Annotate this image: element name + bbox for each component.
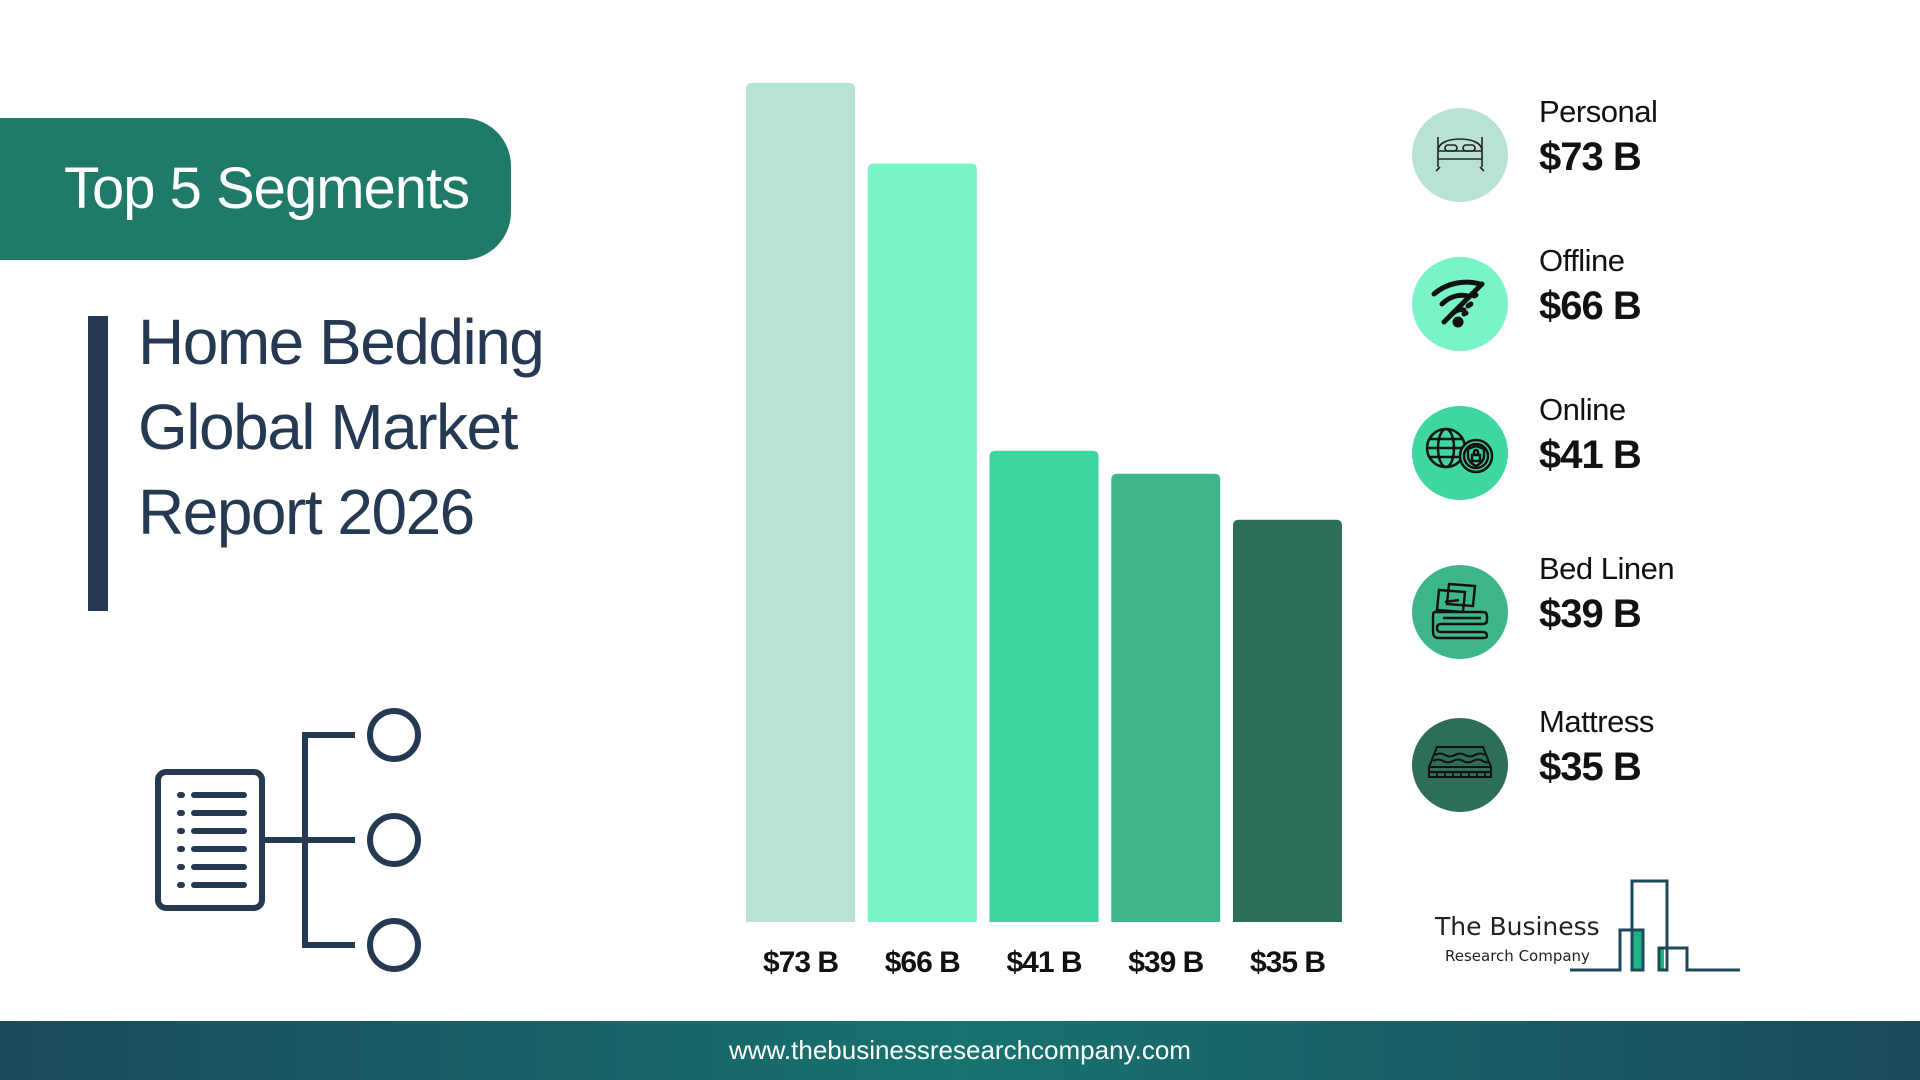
bar-chart: $73 B $66 B $41 B $39 B $35 B [746,83,1342,979]
legend-name: Mattress [1539,704,1654,739]
title-line: Global Market [138,391,518,463]
logo-line1: The Business [1434,912,1600,941]
legend-name: Online [1539,392,1626,427]
title-accent-bar [88,316,108,611]
globe-shield-icon [1424,426,1496,481]
bar-value-label: $39 B [1128,946,1203,979]
pillows-linen-icon [1431,580,1489,645]
legend-value: $39 B [1539,592,1642,636]
logo-line2: Research Company [1445,947,1590,965]
footer-url[interactable]: www.thebusinessresearchcompany.com [0,1021,1920,1080]
list-hierarchy-icon [155,708,421,972]
bed-icon [1433,133,1487,178]
legend-icon-circle [1412,718,1508,812]
legend-icon-circle [1412,406,1508,500]
legend-name: Bed Linen [1539,551,1675,586]
legend-value: $35 B [1539,745,1642,789]
legend-icon-circle [1412,257,1508,351]
title-line: Home Bedding [138,306,545,378]
bar-mattress [1233,519,1342,922]
mattress-icon [1427,745,1493,786]
legend-icon-circle [1412,108,1508,202]
bar-value-label: $41 B [1006,946,1081,979]
report-title: Home Bedding Global Market Report 2026 [138,300,545,555]
legend-name: Offline [1539,243,1625,278]
bar-bed-linen [1111,473,1221,922]
bar-offline [867,163,977,923]
legend-name: Personal [1539,94,1658,129]
legend-value: $41 B [1539,433,1642,477]
segments-header: Top 5 Segments [0,118,511,260]
bar-online [989,450,1099,922]
bar-value-label: $73 B [763,946,838,979]
legend-icon-circle [1412,565,1508,659]
bar-value-label: $66 B [885,946,960,979]
legend-value: $73 B [1539,135,1642,179]
legend-value: $66 B [1539,284,1642,328]
company-logo: The Business Research Company [1434,879,1740,972]
wifi-off-icon [1430,276,1490,333]
bar-personal [746,83,855,922]
title-line: Report 2026 [138,476,475,548]
bar-value-label: $35 B [1250,946,1325,979]
